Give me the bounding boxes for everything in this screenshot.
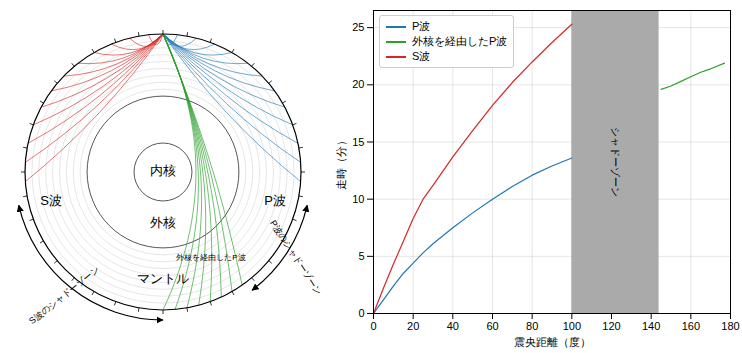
svg-text:20: 20: [352, 78, 364, 90]
svg-text:20: 20: [407, 320, 419, 332]
svg-text:0: 0: [370, 320, 376, 332]
svg-text:100: 100: [563, 320, 581, 332]
svg-text:シャドーゾーン: シャドーゾーン: [610, 127, 621, 197]
svg-text:外核: 外核: [150, 215, 176, 230]
svg-text:40: 40: [447, 320, 459, 332]
svg-text:160: 160: [682, 320, 700, 332]
html-text:S波: S波: [412, 50, 431, 62]
svg-text:震央距離（度）: 震央距離（度）: [514, 336, 591, 348]
html-text:P波: P波: [412, 20, 431, 32]
svg-text:15: 15: [352, 136, 364, 148]
svg-text:25: 25: [352, 21, 364, 33]
svg-text:S波のシャドーゾーン: S波のシャドーゾーン: [27, 264, 101, 326]
svg-text:外核を経由したP波: 外核を経由したP波: [176, 253, 245, 262]
svg-text:5: 5: [358, 250, 364, 262]
svg-text:140: 140: [642, 320, 660, 332]
svg-text:マントル: マントル: [137, 271, 189, 286]
svg-text:80: 80: [526, 320, 538, 332]
svg-text:0: 0: [358, 307, 364, 319]
svg-text:走時（分）: 走時（分）: [335, 135, 347, 190]
svg-text:内核: 内核: [150, 163, 176, 178]
svg-text:120: 120: [602, 320, 620, 332]
svg-text:10: 10: [352, 193, 364, 205]
svg-text:P波のシャドーゾーン: P波のシャドーゾーン: [268, 219, 324, 297]
svg-text:S波: S波: [40, 193, 62, 208]
svg-text:180: 180: [721, 320, 739, 332]
svg-text:60: 60: [486, 320, 498, 332]
html-text:外核を経由したP波: 外核を経由したP波: [412, 35, 508, 47]
svg-text:P波: P波: [264, 193, 286, 208]
